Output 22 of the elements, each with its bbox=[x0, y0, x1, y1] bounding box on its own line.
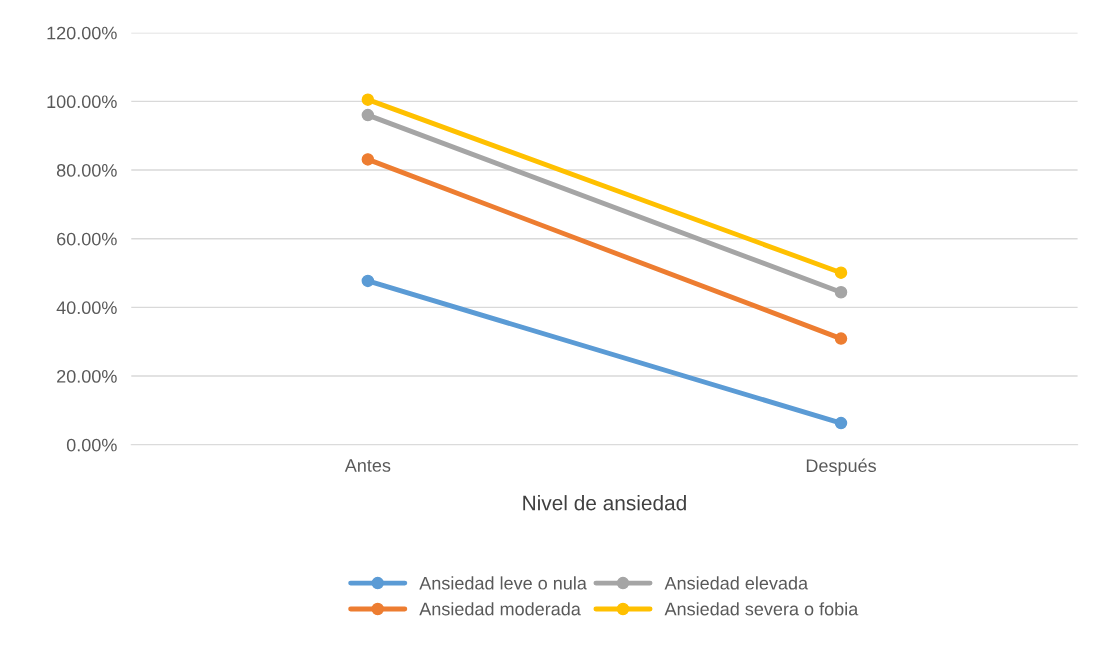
x-tick-label: Antes bbox=[344, 459, 391, 472]
y-tick-label: 100.00% bbox=[47, 95, 117, 109]
legend-label: Ansiedad elevada bbox=[664, 576, 809, 590]
point bbox=[361, 274, 375, 288]
point bbox=[361, 153, 375, 166]
point bbox=[834, 416, 848, 430]
legend-label: Ansiedad leve o nula bbox=[419, 576, 587, 590]
y-tick-label: 20.00% bbox=[57, 369, 117, 383]
point bbox=[834, 286, 848, 299]
x-tick-label: Después bbox=[806, 458, 876, 476]
y-tick-label: 120.00% bbox=[47, 26, 117, 40]
legend-label: Ansiedad severa o fobia bbox=[664, 602, 859, 616]
legend-label: Ansiedad moderada bbox=[419, 602, 581, 616]
x-axis-title: Nivel de ansiedad bbox=[523, 495, 686, 511]
y-tick-label: 60.00% bbox=[57, 232, 117, 246]
point bbox=[834, 332, 848, 345]
point bbox=[361, 93, 375, 106]
point bbox=[361, 108, 375, 122]
y-tick-label: 0.00% bbox=[66, 438, 117, 452]
y-tick-label: 80.00% bbox=[56, 163, 117, 177]
y-tick-label: 40.00% bbox=[56, 301, 117, 315]
point bbox=[834, 266, 848, 279]
